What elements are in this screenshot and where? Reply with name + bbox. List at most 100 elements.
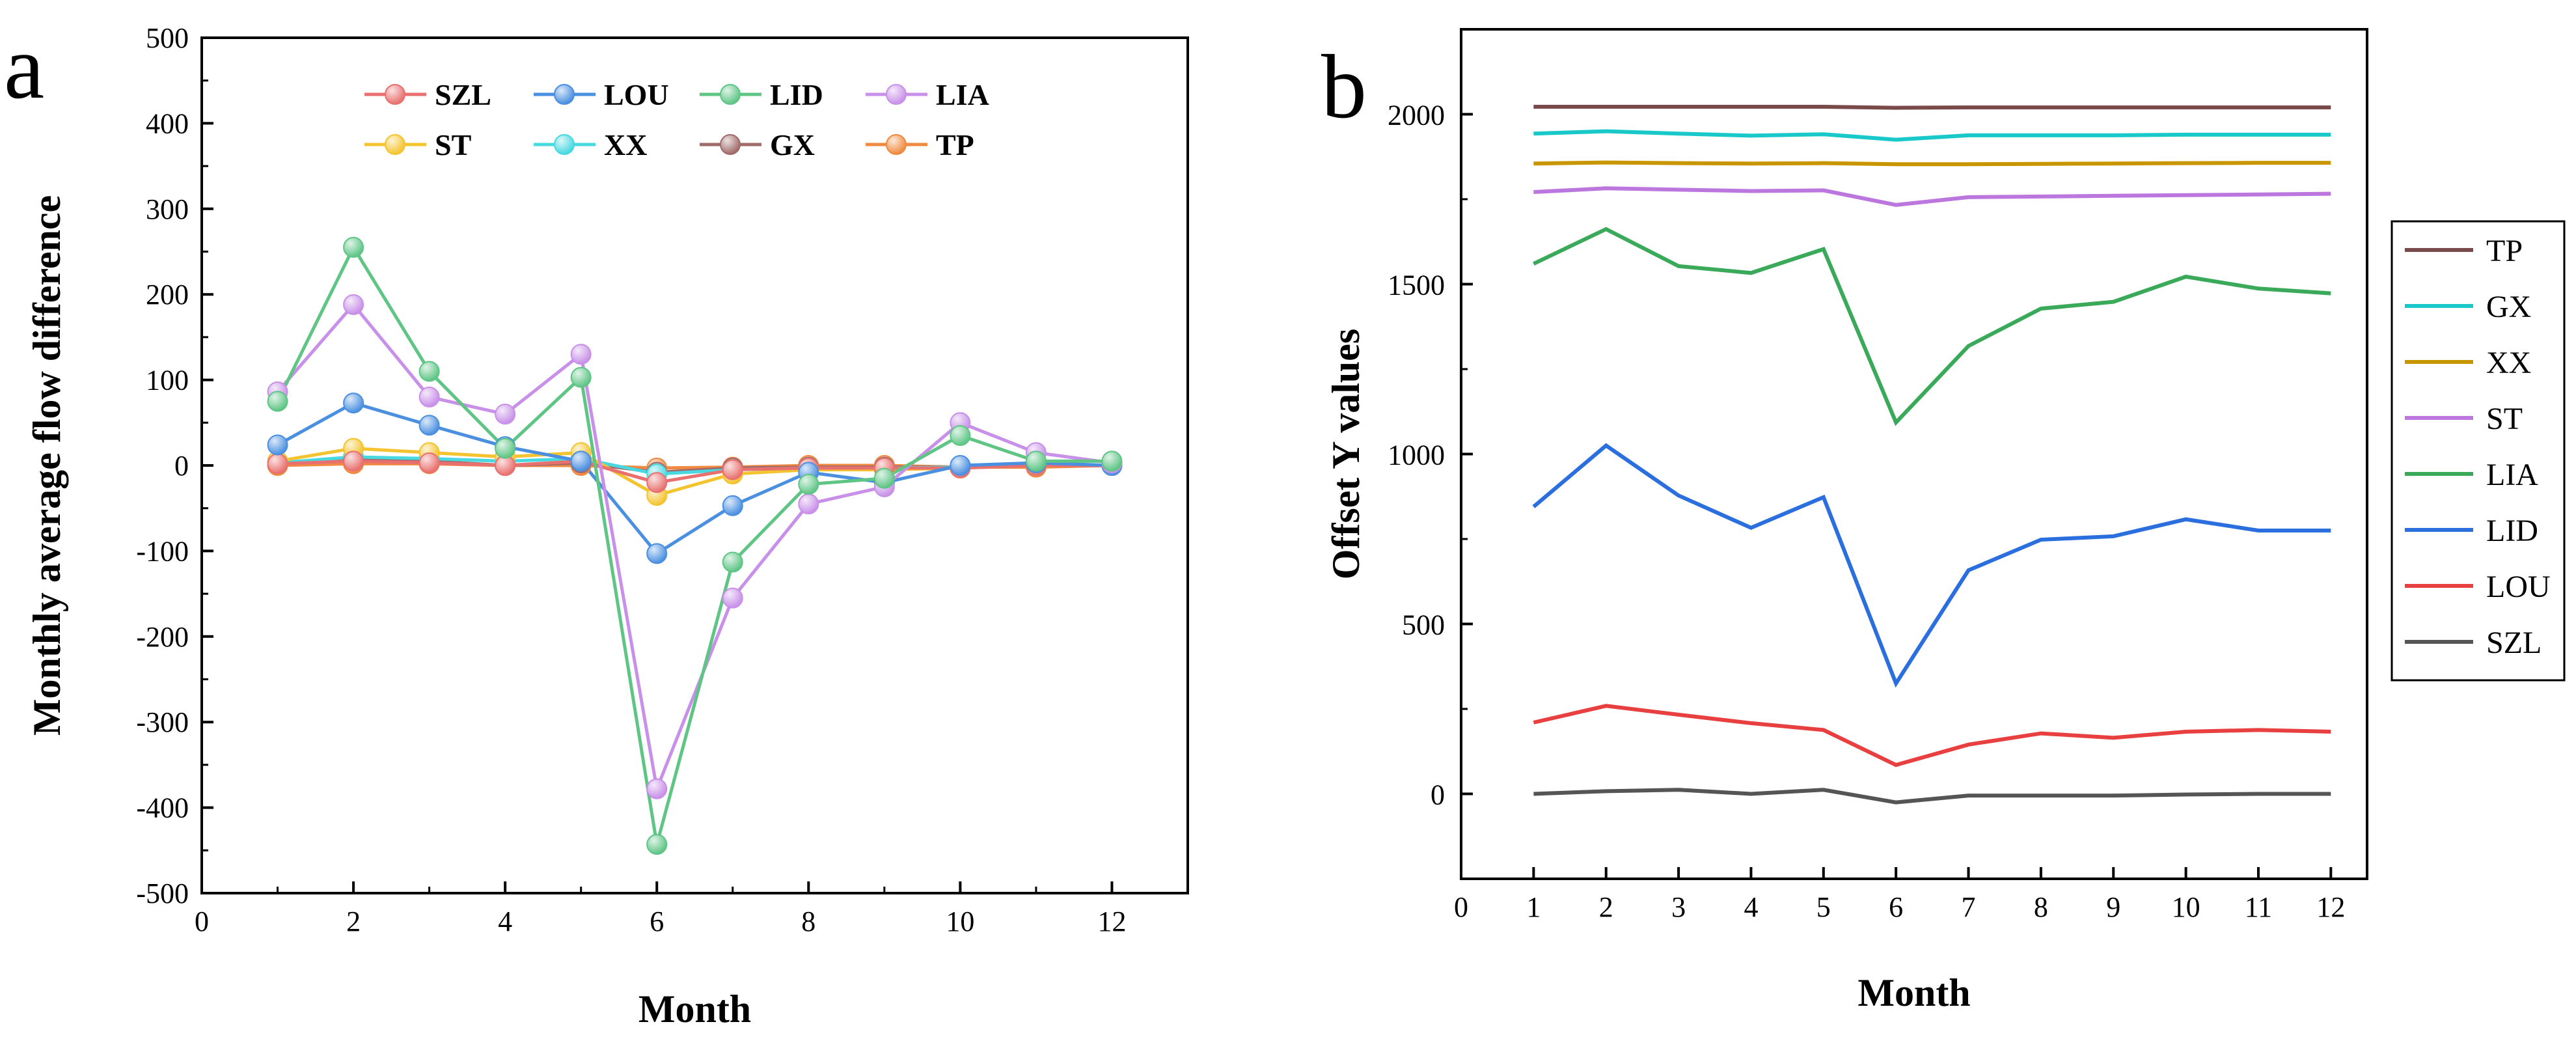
x-tick-label-b: 5 [1816,891,1831,923]
series-line-st [1533,186,2331,207]
data-point-lou [267,434,288,456]
y-tick-label-a: 100 [146,365,189,396]
x-tick-label-b: 10 [2172,891,2200,923]
y-tick-label-a: 500 [146,22,189,54]
data-point-lou [646,543,668,564]
x-tick-label-b: 1 [1526,891,1541,923]
x-tick-label-a: 6 [650,906,664,937]
x-tick-label-b: 3 [1671,891,1686,923]
legend-label-st: ST [2486,402,2523,436]
y-tick-label-a: -100 [136,535,189,567]
x-tick-label-b: 8 [2034,891,2048,923]
data-point-lid [873,467,895,489]
legend-marker-st [385,134,405,155]
y-axis-title-a: Monthly average flow difference [25,195,68,736]
legend-label-gx: GX [2486,290,2531,324]
data-point-szl [418,452,440,474]
y-tick-label-a: 0 [174,450,189,482]
legend-marker-xx [554,134,575,155]
data-point-lou [950,455,971,476]
data-point-lia [722,587,743,609]
x-tick-label-a: 12 [1097,906,1126,937]
x-tick-label-a: 8 [801,906,815,937]
legend-label-lia: LIA [936,78,989,111]
legend-marker-lid [720,84,741,105]
y-tick-label-a: -500 [136,878,189,909]
legend-marker-lia [886,84,907,105]
data-point-szl [646,472,668,493]
y-tick-label-b: 0 [1431,779,1445,811]
legend-marker-tp [886,134,907,155]
legend-box-b [2391,220,2566,682]
y-axis-title-b: Offset Y values [1324,329,1367,580]
data-point-lou [570,450,592,472]
series-line-lia [1533,227,2331,426]
legend-label-tp: TP [2486,234,2523,268]
legend-label-gx: GX [770,128,815,161]
legend-label-szl: SZL [2486,626,2542,660]
data-point-lia [495,404,516,425]
data-point-lia [418,386,440,408]
data-point-szl [267,453,288,475]
x-tick-label-b: 11 [2245,891,2272,923]
data-point-lid [267,391,288,412]
data-point-lia [798,493,819,515]
panel-label-b: b [1321,36,1367,137]
x-axis-title-a: Month [638,988,751,1030]
data-point-lid [722,551,743,573]
x-tick-label-b: 7 [1962,891,1976,923]
x-tick-label-a: 2 [346,906,361,937]
data-point-lid [570,366,592,388]
y-tick-label-a: 400 [146,107,189,139]
series-line-lou [1533,704,2331,767]
y-tick-label-a: -400 [136,792,189,824]
legend-label-lou: LOU [604,78,669,111]
y-tick-label-b: 1000 [1388,439,1445,471]
data-point-lid [1025,450,1047,472]
data-point-lid [418,361,440,382]
series-line-lia [276,302,1112,795]
data-point-lou [343,393,364,414]
y-tick-label-a: 200 [146,279,189,311]
data-point-lou [418,415,440,436]
legend-marker-lou [554,84,575,105]
series-line-lou [277,401,1112,556]
data-point-lia [646,778,668,799]
y-tick-label-a: -200 [136,621,189,653]
legend-label-szl: SZL [435,78,491,111]
x-tick-label-b: 6 [1889,891,1903,923]
data-point-lid [495,437,516,459]
series-line-tp [1533,105,2331,110]
legend-label-lou: LOU [2486,570,2551,604]
series-line-szl [277,459,1112,484]
y-tick-label-b: 500 [1402,609,1445,641]
data-point-lid [950,425,971,447]
data-point-lid [798,473,819,495]
panel-label-a: a [4,17,44,118]
x-tick-label-b: 9 [2106,891,2120,923]
legend-label-xx: XX [604,128,647,161]
legend-label-tp: TP [936,128,974,161]
x-tick-label-a: 10 [946,906,974,937]
x-tick-label-b: 4 [1744,891,1758,923]
y-tick-label-a: -300 [136,706,189,738]
legend-label-lia: LIA [2486,458,2538,492]
x-tick-label-b: 2 [1599,891,1613,923]
x-tick-label-a: 0 [195,906,209,937]
series-line-lid [1532,443,2331,688]
legend-label-lid: LID [2486,514,2538,548]
legend-label-lid: LID [770,78,823,111]
y-tick-label-b: 1500 [1388,270,1445,301]
data-point-lid [343,236,364,258]
data-point-lia [343,294,364,315]
y-tick-label-b: 2000 [1388,100,1445,131]
data-point-lid [1101,450,1123,472]
x-tick-label-b: 0 [1454,891,1468,923]
y-tick-label-a: 300 [146,193,189,225]
data-point-lou [722,495,743,516]
x-tick-label-b: 12 [2316,891,2345,923]
data-point-szl [343,450,364,472]
x-tick-label-a: 4 [498,906,512,937]
